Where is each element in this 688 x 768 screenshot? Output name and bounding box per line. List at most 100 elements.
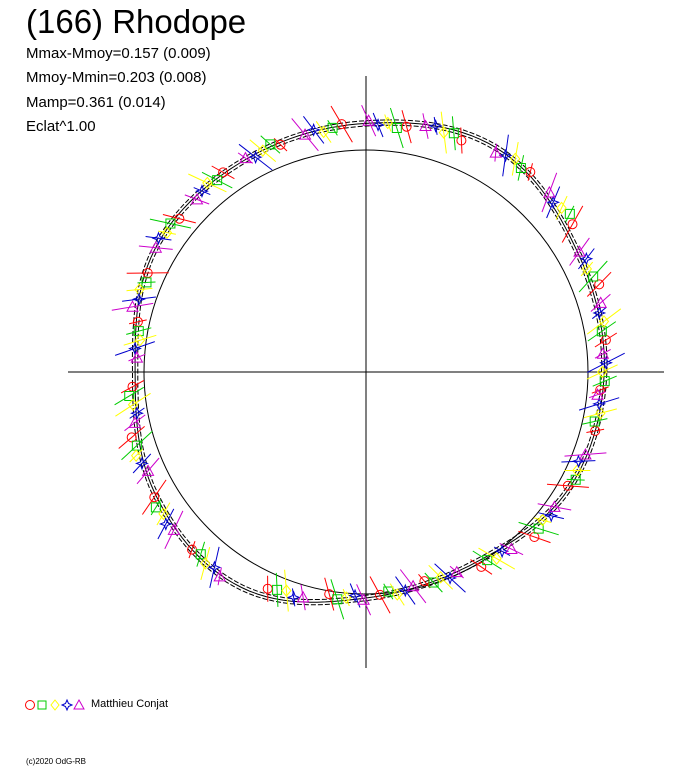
error-bar xyxy=(428,564,454,590)
error-bar xyxy=(150,499,162,516)
data-point-triangle xyxy=(190,192,204,205)
error-bar xyxy=(561,460,596,463)
error-bar xyxy=(156,502,171,526)
error-bar xyxy=(141,479,167,515)
error-bar xyxy=(114,386,145,406)
data-point-triangle xyxy=(406,579,420,592)
error-bar xyxy=(478,547,516,570)
data-point-star xyxy=(135,456,149,471)
error-bar xyxy=(193,187,211,196)
error-bar xyxy=(561,205,584,243)
data-point-diamond xyxy=(572,464,583,477)
data-point-diamond xyxy=(127,398,139,412)
error-bar xyxy=(115,392,151,417)
data-point-square xyxy=(448,128,459,139)
error-bar xyxy=(440,111,447,154)
error-bar xyxy=(128,353,146,362)
data-point-triangle xyxy=(591,388,604,400)
error-bar xyxy=(300,584,306,611)
data-point-diamond xyxy=(595,407,606,420)
data-point-diamond xyxy=(130,449,142,462)
data-point-square xyxy=(428,577,439,588)
error-bar xyxy=(145,236,172,241)
error-bar xyxy=(324,577,335,611)
data-point-square xyxy=(588,271,599,282)
error-bar xyxy=(460,127,463,154)
stat-eclat: Eclat^1.00 xyxy=(26,118,96,135)
data-point-star xyxy=(248,150,263,165)
data-point-star xyxy=(371,118,386,132)
data-point-circle xyxy=(476,561,487,572)
data-point-diamond xyxy=(435,570,446,584)
data-point-star xyxy=(546,195,561,210)
data-point-diamond xyxy=(537,513,548,527)
error-bar xyxy=(158,230,176,235)
error-bar xyxy=(401,110,412,144)
data-point-star xyxy=(158,517,173,531)
data-point-circle xyxy=(275,139,286,150)
error-bar xyxy=(546,186,561,219)
error-bar xyxy=(470,559,493,575)
legend-triangle-marker xyxy=(73,698,85,710)
error-bar xyxy=(451,116,456,151)
error-bar xyxy=(565,205,575,223)
data-point-star xyxy=(544,508,559,523)
data-point-triangle xyxy=(548,500,561,512)
error-bar xyxy=(342,588,350,607)
error-bar xyxy=(315,121,332,143)
data-point-square xyxy=(141,277,152,288)
error-bar xyxy=(389,107,404,149)
error-bar xyxy=(587,352,625,373)
data-point-triangle xyxy=(167,523,181,535)
data-point-star xyxy=(132,292,146,307)
error-bar xyxy=(201,171,233,189)
data-point-circle xyxy=(324,589,335,600)
data-point-diamond xyxy=(392,588,403,601)
legend-square-marker xyxy=(37,700,47,710)
error-bar xyxy=(138,245,173,250)
legend-star-marker xyxy=(60,698,74,712)
data-point-square xyxy=(482,555,493,566)
error-bar xyxy=(566,478,585,481)
error-bar xyxy=(260,135,281,154)
model-curve-0 xyxy=(137,124,603,601)
error-bar xyxy=(114,341,155,356)
error-bar xyxy=(389,583,405,606)
error-bar xyxy=(200,546,211,581)
data-point-triangle xyxy=(573,245,586,257)
legend-markers xyxy=(25,698,85,712)
data-point-triangle xyxy=(128,416,142,428)
error-bar xyxy=(587,321,617,342)
data-point-square xyxy=(599,376,610,387)
data-point-circle xyxy=(401,121,412,132)
data-point-square xyxy=(391,122,402,133)
error-bar xyxy=(137,281,156,284)
data-point-diamond xyxy=(202,176,213,190)
stat-mamp: Mamp=0.361 (0.014) xyxy=(26,94,166,111)
data-point-square xyxy=(589,416,600,427)
data-point-diamond xyxy=(491,552,502,565)
data-point-square xyxy=(383,586,394,597)
data-point-square xyxy=(272,584,283,595)
error-bar xyxy=(581,418,608,425)
data-point-circle xyxy=(567,219,578,230)
error-bar xyxy=(533,517,552,523)
error-bar xyxy=(537,503,572,511)
data-point-diamond xyxy=(438,126,449,139)
data-point-square xyxy=(133,326,144,337)
error-bar xyxy=(578,260,608,293)
error-bar xyxy=(327,120,338,136)
data-point-circle xyxy=(456,135,467,146)
error-bar xyxy=(356,584,372,616)
data-point-diamond xyxy=(281,584,292,597)
error-bar xyxy=(588,391,607,399)
error-bar xyxy=(399,569,427,604)
legend-diamond-marker xyxy=(50,699,60,711)
error-bar xyxy=(472,550,502,570)
error-bar xyxy=(209,546,220,589)
error-bar xyxy=(126,327,152,335)
error-bar xyxy=(546,483,589,488)
stat-mmoy-mmin: Mmoy-Mmin=0.203 (0.008) xyxy=(26,69,207,86)
error-bar xyxy=(132,453,152,474)
